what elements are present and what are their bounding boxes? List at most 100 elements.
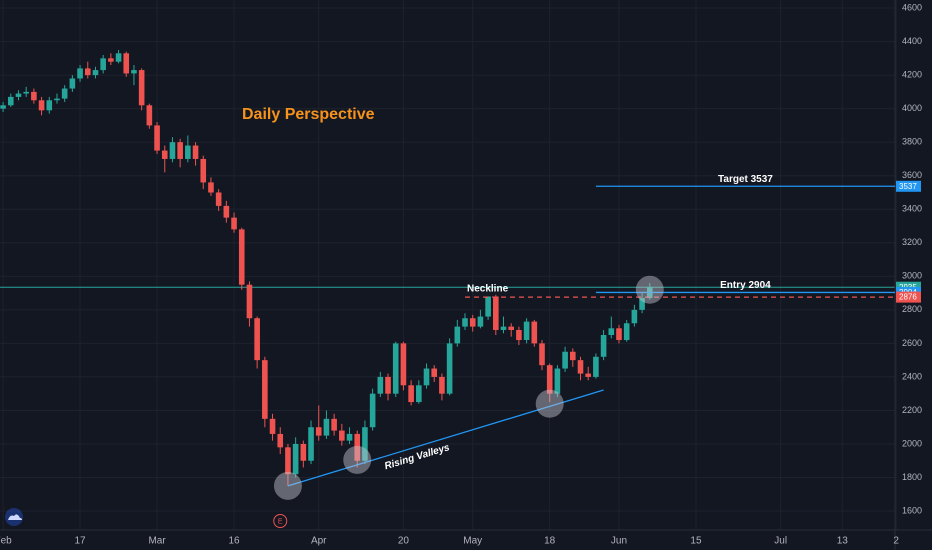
candle-body (169, 142, 176, 159)
event-marker (273, 514, 288, 528)
y-tick-label: 1600 (902, 505, 922, 515)
candle-body (92, 70, 99, 76)
candle-body (115, 53, 122, 62)
candle-body (0, 105, 6, 109)
y-tick-label: 4200 (902, 69, 922, 79)
x-tick-label: Mar (148, 536, 166, 547)
x-tick-label: 20 (398, 536, 410, 547)
candle-body (608, 328, 615, 336)
candle-body (377, 376, 384, 394)
candle-body (208, 182, 214, 193)
candle-body (369, 393, 376, 428)
candle-body (185, 145, 191, 159)
candle-body (354, 433, 361, 461)
candle-body (539, 343, 545, 366)
candle-body (562, 351, 568, 369)
candle-body (639, 298, 645, 310)
candle-body (46, 100, 53, 111)
grid (0, 0, 897, 530)
x-tick-label: 16 (228, 536, 240, 547)
x-tick-label: Feb (0, 536, 12, 547)
level-label: Entry 2904 (720, 280, 771, 291)
candle-body (7, 96, 14, 106)
valley-circle (273, 471, 302, 500)
candle-body (423, 368, 430, 386)
candle-body (177, 142, 183, 159)
level-label: Target 3537 (718, 174, 773, 185)
valley-circle (635, 275, 664, 304)
candle-body (546, 365, 553, 394)
candle-body (392, 343, 399, 394)
candle-body (400, 343, 407, 386)
candle-body (277, 433, 284, 448)
candle-body (231, 217, 237, 230)
logo (5, 508, 23, 526)
candle-body (223, 205, 230, 218)
candle-body (577, 360, 584, 374)
candle-body (123, 53, 130, 74)
candle-body (161, 150, 168, 159)
level-label: Neckline (467, 284, 509, 295)
candle-body (154, 125, 160, 151)
candle-body (569, 351, 576, 361)
candle-body (623, 323, 630, 341)
price-label: 2876 (899, 293, 917, 302)
valley-circle (535, 389, 564, 418)
candle-body (500, 326, 507, 330)
candle-body (416, 385, 422, 403)
chart-title: Daily Perspective (242, 106, 375, 123)
candle-body (469, 318, 476, 327)
candle-body (292, 443, 299, 475)
candle-body (323, 418, 330, 436)
y-tick-label: 3000 (902, 271, 922, 281)
candle-body (61, 88, 68, 99)
candle-body (331, 418, 337, 431)
candle-body (523, 321, 530, 341)
candle-body (631, 309, 638, 324)
candle-body (238, 229, 245, 285)
trendline (287, 389, 604, 487)
price-label: 3537 (899, 182, 917, 191)
candle-body (454, 326, 461, 344)
candle-body (485, 296, 491, 317)
x-tick-label: Apr (311, 536, 327, 547)
candle-body (262, 360, 268, 419)
candle-body (477, 316, 484, 327)
candle-body (593, 356, 599, 377)
candle-body (362, 427, 368, 461)
candle-body (516, 329, 522, 341)
candle-body (254, 318, 260, 361)
candle-body (215, 192, 222, 206)
x-tick-label: 18 (544, 536, 556, 547)
candle-body (408, 385, 414, 403)
candle-body (446, 343, 453, 394)
candle-body (554, 368, 561, 394)
candle-body (508, 326, 515, 330)
x-tick-label: 2 (893, 536, 899, 547)
y-tick-label: 4400 (902, 36, 922, 46)
candle-body (346, 433, 353, 441)
x-tick-label: 17 (75, 536, 87, 547)
candle-body (23, 91, 29, 94)
candle-body (531, 321, 538, 344)
candle-body (69, 78, 76, 89)
x-tick-label: 13 (837, 536, 849, 547)
y-tick-label: 2200 (902, 405, 922, 415)
y-tick-label: 1800 (902, 472, 922, 482)
candle-body (15, 93, 22, 97)
x-tick-label: 15 (690, 536, 702, 547)
y-tick-label: 3600 (902, 170, 922, 180)
candle-body (146, 105, 153, 126)
x-tick-label: Jul (774, 536, 787, 547)
candle-body (385, 376, 391, 394)
candle-body (100, 58, 106, 71)
candle-body (31, 91, 37, 101)
y-tick-label: 3800 (902, 137, 922, 147)
candle-body (600, 335, 607, 357)
candle-body (269, 418, 276, 434)
price-label-bg (896, 291, 921, 303)
candle-body (77, 68, 83, 79)
candle-body (285, 447, 291, 475)
